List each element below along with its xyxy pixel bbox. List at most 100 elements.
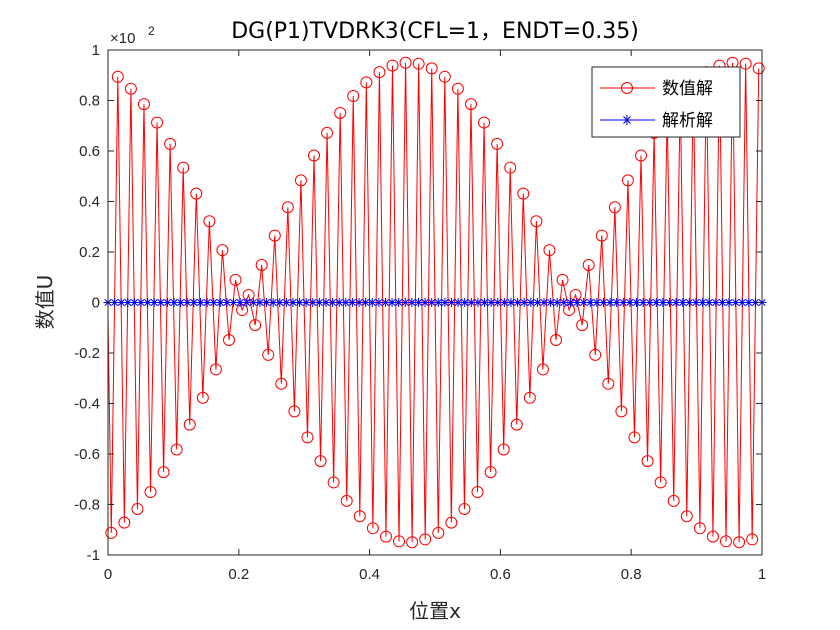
data-point-analytical xyxy=(275,298,285,307)
data-point-analytical xyxy=(387,298,397,307)
y-tick-label: -1 xyxy=(87,547,100,564)
y-tick-label: 0.8 xyxy=(79,93,100,110)
chart-title: DG(P1)TVDRK3(CFL=1，ENDT=0.35) xyxy=(231,19,639,44)
data-point-numerical xyxy=(177,161,190,174)
legend-item-numerical: 数值解 xyxy=(600,79,713,99)
data-point-numerical xyxy=(164,137,177,150)
data-point-numerical xyxy=(255,258,268,271)
data-point-numerical xyxy=(281,201,294,214)
data-point-analytical xyxy=(731,298,741,307)
series-numerical-line xyxy=(107,62,760,543)
data-point-numerical xyxy=(556,273,569,286)
legend-label-analytical: 解析解 xyxy=(662,111,713,131)
data-point-numerical xyxy=(196,391,209,404)
data-point-numerical xyxy=(504,161,517,174)
data-point-analytical xyxy=(189,298,199,307)
legend-box xyxy=(591,66,741,138)
legend-item-analytical: 解析解 xyxy=(600,111,713,131)
data-point-numerical xyxy=(478,116,491,129)
data-point-numerical xyxy=(530,215,543,228)
data-point-analytical xyxy=(737,298,747,307)
data-point-numerical xyxy=(294,174,307,187)
data-point-numerical xyxy=(268,229,281,242)
y-tick-label: 0.4 xyxy=(79,194,100,211)
y-tick-label: 0.6 xyxy=(79,143,100,160)
y-axis-label: 数值U xyxy=(33,275,57,330)
data-point-numerical xyxy=(451,82,464,95)
data-point-numerical xyxy=(752,62,765,75)
data-point-analytical xyxy=(704,298,714,307)
x-tick-label: 0.4 xyxy=(359,566,380,583)
data-point-numerical xyxy=(602,377,615,390)
data-point-numerical xyxy=(543,244,556,257)
data-point-numerical xyxy=(321,126,334,139)
y-tick-label: -0.2 xyxy=(74,345,100,362)
data-point-numerical xyxy=(353,510,366,523)
data-point-numerical xyxy=(523,391,536,404)
data-point-numerical xyxy=(308,149,321,162)
y-tick-label: -0.8 xyxy=(74,497,100,514)
data-point-numerical xyxy=(667,494,680,507)
data-point-analytical xyxy=(321,298,331,307)
data-point-numerical xyxy=(746,533,759,546)
data-point-numerical xyxy=(105,526,118,539)
x-tick-label: 1 xyxy=(758,566,766,583)
data-point-numerical xyxy=(576,319,589,332)
data-point-analytical xyxy=(665,298,675,307)
data-point-analytical xyxy=(222,298,232,307)
legend-label-numerical: 数值解 xyxy=(662,79,713,99)
data-point-numerical xyxy=(386,59,399,72)
data-point-numerical xyxy=(438,70,451,83)
data-point-analytical xyxy=(585,298,595,307)
data-point-numerical xyxy=(118,516,131,529)
data-point-analytical xyxy=(506,298,516,307)
data-point-numerical xyxy=(517,187,530,200)
data-point-numerical xyxy=(379,530,392,543)
data-point-numerical xyxy=(327,476,340,489)
data-point-analytical xyxy=(592,298,602,307)
data-point-numerical xyxy=(693,522,706,535)
data-point-numerical xyxy=(608,201,621,214)
data-point-analytical xyxy=(565,298,575,307)
y-axis-exponent: ×10 2 xyxy=(110,24,155,47)
data-point-numerical xyxy=(229,273,242,286)
data-point-numerical xyxy=(366,522,379,535)
data-point-numerical xyxy=(491,137,504,150)
data-point-numerical xyxy=(425,62,438,75)
data-point-numerical xyxy=(314,455,327,468)
data-point-numerical xyxy=(360,76,373,89)
data-point-analytical xyxy=(750,298,760,307)
x-axis: 0 0.2 0.4 0.6 0.8 1 xyxy=(104,50,766,583)
x-tick-label: 0 xyxy=(104,566,112,583)
legend-marker-analytical xyxy=(622,115,632,125)
data-point-analytical xyxy=(744,298,754,307)
data-point-numerical xyxy=(680,510,693,523)
data-point-numerical xyxy=(124,82,137,95)
data-point-numerical xyxy=(183,418,196,431)
data-point-analytical xyxy=(136,298,146,307)
data-point-analytical xyxy=(460,298,470,307)
data-point-numerical xyxy=(484,466,497,479)
data-point-analytical xyxy=(493,298,503,307)
data-point-numerical xyxy=(471,486,484,499)
data-point-numerical xyxy=(301,431,314,444)
y-tick-label: 1 xyxy=(92,42,100,59)
data-point-numerical xyxy=(582,258,595,271)
data-point-numerical xyxy=(412,57,425,70)
legend-star-glyph xyxy=(622,115,632,125)
exponent-power: 2 xyxy=(148,24,155,38)
data-point-numerical xyxy=(706,530,719,543)
y-tick-label: -0.6 xyxy=(74,446,100,463)
data-point-analytical xyxy=(539,298,549,307)
data-point-numerical xyxy=(249,319,262,332)
data-point-numerical xyxy=(641,455,654,468)
data-point-numerical xyxy=(216,244,229,257)
data-point-numerical xyxy=(347,90,360,103)
data-point-analytical xyxy=(625,298,635,307)
data-point-analytical xyxy=(235,298,245,307)
data-point-numerical xyxy=(464,98,477,111)
data-point-numerical xyxy=(621,174,634,187)
data-point-numerical xyxy=(170,443,183,456)
x-tick-label: 0.8 xyxy=(621,566,642,583)
data-point-numerical xyxy=(733,536,746,549)
